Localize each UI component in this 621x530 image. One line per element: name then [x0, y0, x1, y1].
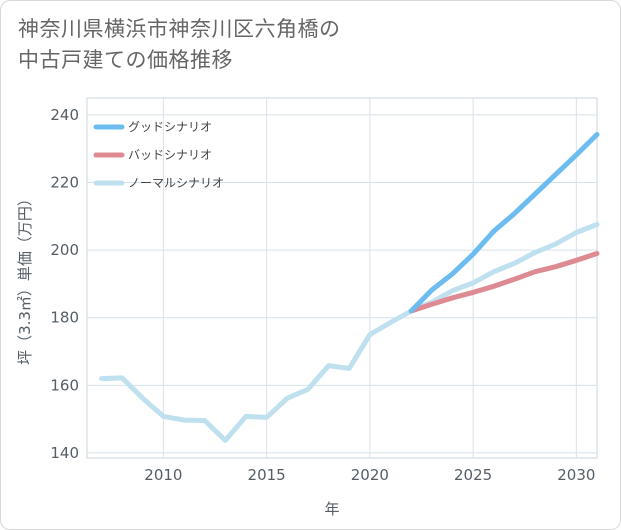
- chart-title-line-1: 神奈川県横浜市神奈川区六角橋の: [18, 17, 341, 41]
- gridlines: [86, 97, 598, 459]
- x-tick-label: 2015: [248, 466, 286, 484]
- y-tick-label: 160: [50, 376, 79, 394]
- y-tick-label: 240: [50, 106, 79, 124]
- legend-label-3: ノーマルシナリオ: [128, 176, 224, 190]
- y-axis-title: 坪（3.3㎡）単価（万円）: [16, 191, 34, 365]
- axes: 2010 2015 2020 2025 2030 140 160 180 200 220 240 年 坪…: [16, 106, 595, 518]
- series-line-3: [99, 221, 600, 443]
- y-tick-label: 200: [50, 241, 79, 259]
- x-tick-label: 2030: [557, 466, 595, 484]
- x-tick-label: 2010: [144, 466, 182, 484]
- plot-frame: [86, 97, 598, 459]
- x-axis-title: 年: [324, 500, 339, 518]
- y-tick-label: 140: [50, 444, 79, 462]
- legend-label-1: グッドシナリオ: [128, 120, 212, 134]
- chart-title-line-2: 中古戸建ての価格推移: [18, 48, 233, 72]
- y-tick-label: 180: [50, 309, 79, 327]
- x-tick-label: 2020: [351, 466, 389, 484]
- series-line-2: [408, 251, 600, 314]
- legend-label-2: バッドシナリオ: [128, 148, 212, 162]
- chart-title: 神奈川県横浜市神奈川区六角橋の 中古戸建ての価格推移: [18, 14, 341, 76]
- series-line-1: [408, 132, 600, 314]
- x-tick-label: 2025: [454, 466, 492, 484]
- y-tick-label: 220: [50, 174, 79, 192]
- series-lines: [99, 132, 600, 443]
